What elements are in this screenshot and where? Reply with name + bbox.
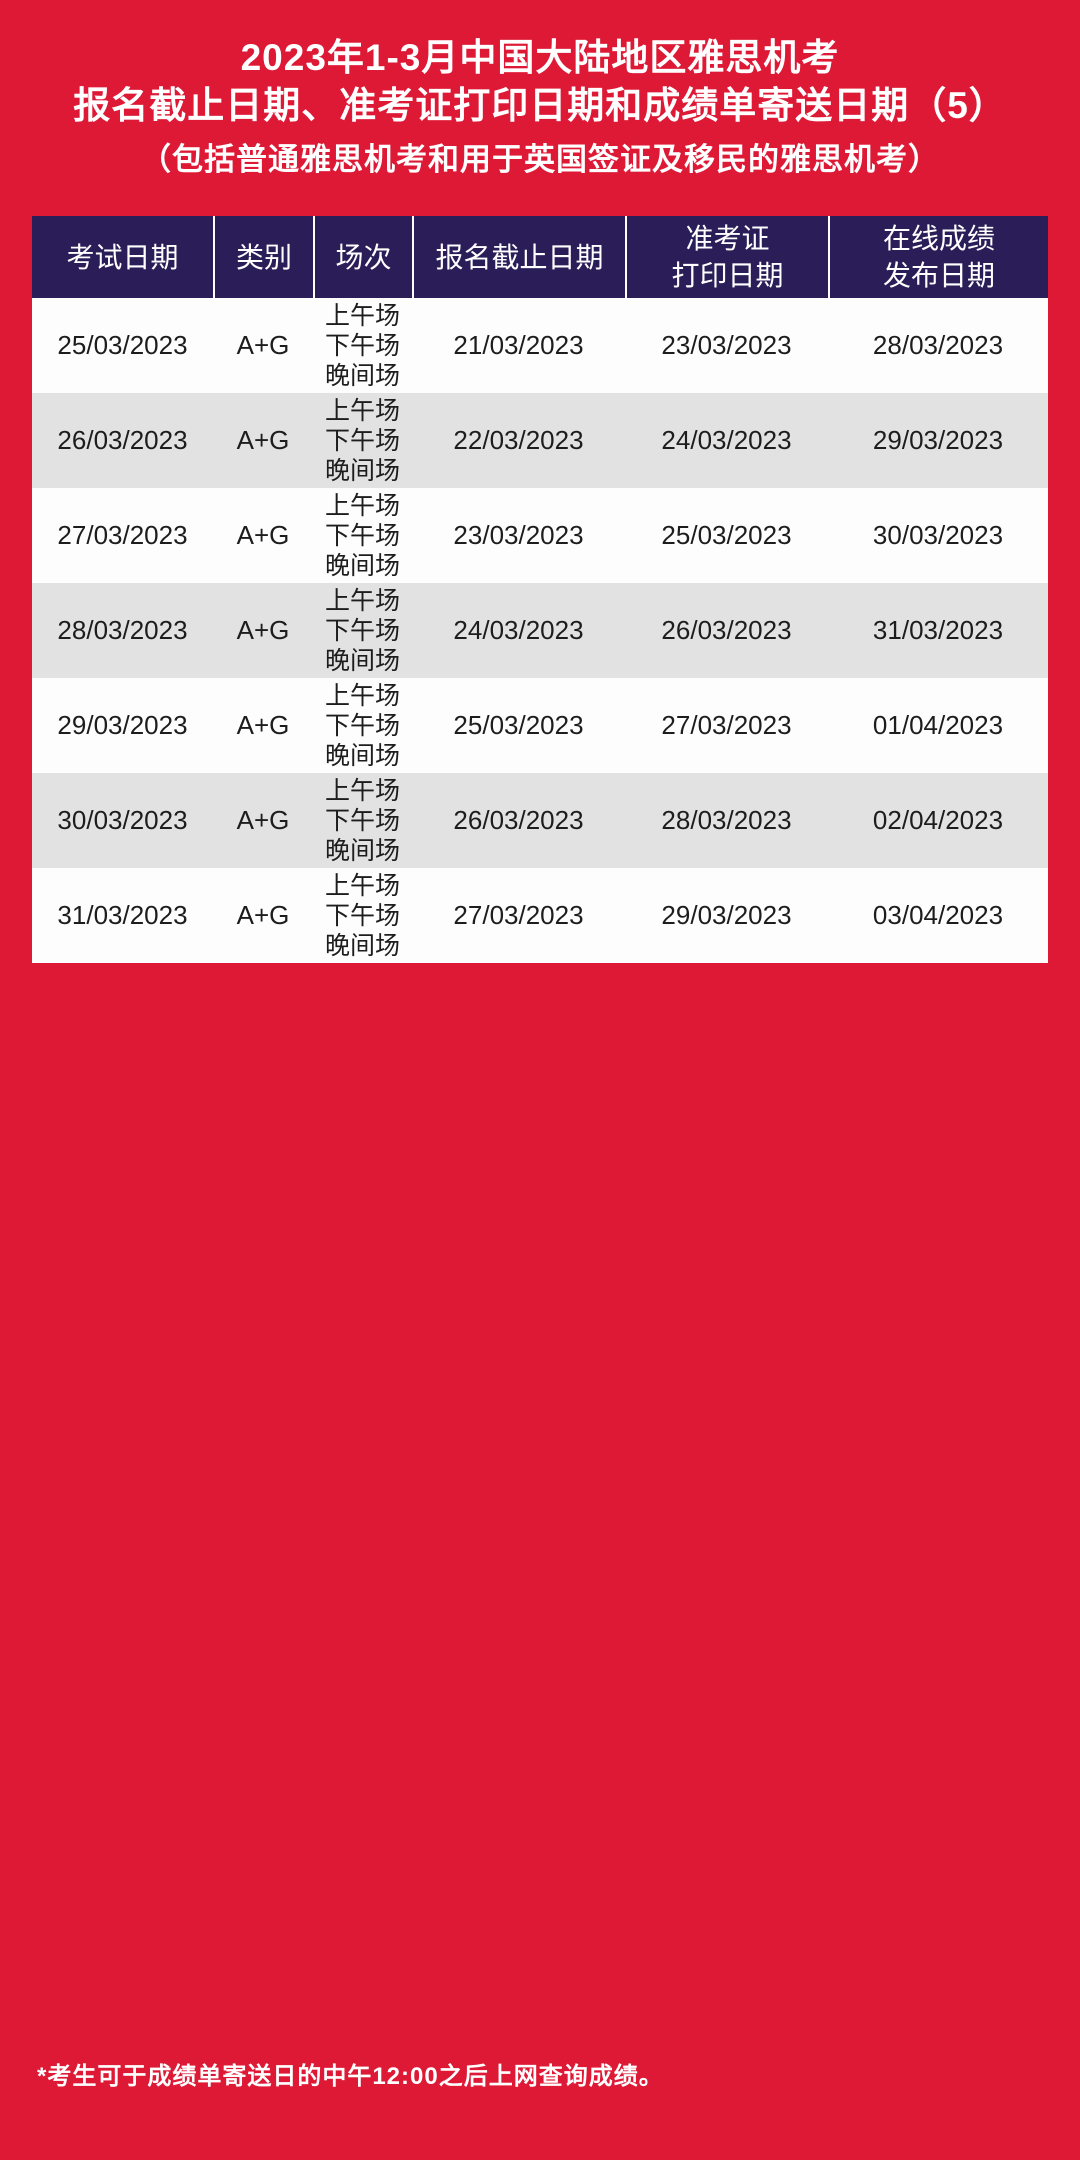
title-line3: （包括普通雅思机考和用于英国签证及移民的雅思机考） xyxy=(140,142,940,177)
cell-category: A+G xyxy=(236,520,290,550)
cell-registration-deadline: 23/03/2023 xyxy=(453,520,584,550)
column-header-print-date: 准考证 打印日期 xyxy=(625,216,828,298)
cell-score-date: 03/04/2023 xyxy=(872,900,1004,930)
cell-print-date: 29/03/2023 xyxy=(661,900,792,930)
cell-exam-date: 31/03/2023 xyxy=(57,900,188,930)
cell-sessions: 上午场 下午场 晚间场 xyxy=(324,396,400,485)
cell-category: A+G xyxy=(236,710,290,740)
table-row: 30/03/2023 A+G 上午场 下午场 晚间场 26/03/2023 28… xyxy=(32,773,1048,868)
cell-registration-deadline: 25/03/2023 xyxy=(453,710,584,740)
column-header-registration-deadline: 报名截止日期 xyxy=(412,216,625,298)
cell-exam-date: 30/03/2023 xyxy=(57,805,188,835)
cell-score-date: 31/03/2023 xyxy=(872,615,1004,645)
cell-exam-date: 27/03/2023 xyxy=(57,520,188,550)
table-row: 28/03/2023 A+G 上午场 下午场 晚间场 24/03/2023 26… xyxy=(32,583,1048,678)
schedule-table: 考试日期 类别 场次 报名截止日期 准考证 打印日期 在线成绩 发布日期 25/… xyxy=(32,216,1048,963)
cell-print-date: 25/03/2023 xyxy=(661,520,792,550)
cell-registration-deadline: 24/03/2023 xyxy=(453,615,584,645)
cell-registration-deadline: 27/03/2023 xyxy=(453,900,584,930)
cell-score-date: 01/04/2023 xyxy=(872,710,1004,740)
cell-print-date: 26/03/2023 xyxy=(661,615,792,645)
table-row: 26/03/2023 A+G 上午场 下午场 晚间场 22/03/2023 24… xyxy=(32,393,1048,488)
cell-registration-deadline: 26/03/2023 xyxy=(453,805,584,835)
cell-sessions: 上午场 下午场 晚间场 xyxy=(324,586,400,675)
cell-print-date: 24/03/2023 xyxy=(661,425,792,455)
cell-score-date: 29/03/2023 xyxy=(872,425,1004,455)
table-header-row: 考试日期 类别 场次 报名截止日期 准考证 打印日期 在线成绩 发布日期 xyxy=(32,216,1048,298)
cell-exam-date: 26/03/2023 xyxy=(57,425,188,455)
cell-category: A+G xyxy=(236,425,290,455)
cell-print-date: 27/03/2023 xyxy=(661,710,792,740)
cell-score-date: 28/03/2023 xyxy=(872,330,1004,360)
column-header-category: 类别 xyxy=(213,216,313,298)
cell-registration-deadline: 21/03/2023 xyxy=(453,330,584,360)
footnote: *考生可于成绩单寄送日的中午12:00之后上网查询成绩。 xyxy=(37,2063,664,2090)
table-row: 27/03/2023 A+G 上午场 下午场 晚间场 23/03/2023 25… xyxy=(32,488,1048,583)
cell-exam-date: 29/03/2023 xyxy=(57,710,188,740)
cell-sessions: 上午场 下午场 晚间场 xyxy=(324,871,400,960)
cell-sessions: 上午场 下午场 晚间场 xyxy=(324,681,400,770)
cell-sessions: 上午场 下午场 晚间场 xyxy=(324,301,400,390)
cell-exam-date: 28/03/2023 xyxy=(57,615,188,645)
cell-exam-date: 25/03/2023 xyxy=(57,330,188,360)
cell-score-date: 30/03/2023 xyxy=(872,520,1004,550)
cell-print-date: 28/03/2023 xyxy=(661,805,792,835)
poster-header: 2023年1-3月中国大陆地区雅思机考 报名截止日期、准考证打印日期和成绩单寄送… xyxy=(0,34,1080,182)
cell-category: A+G xyxy=(236,615,290,645)
title-line1: 2023年1-3月中国大陆地区雅思机考 xyxy=(240,37,840,78)
column-header-session: 场次 xyxy=(313,216,412,298)
column-header-score-date: 在线成绩 发布日期 xyxy=(828,216,1048,298)
cell-category: A+G xyxy=(236,805,290,835)
cell-registration-deadline: 22/03/2023 xyxy=(453,425,584,455)
table-row: 29/03/2023 A+G 上午场 下午场 晚间场 25/03/2023 27… xyxy=(32,678,1048,773)
cell-score-date: 02/04/2023 xyxy=(872,805,1004,835)
title-line2: 报名截止日期、准考证打印日期和成绩单寄送日期（5） xyxy=(73,85,1007,126)
cell-sessions: 上午场 下午场 晚间场 xyxy=(324,776,400,865)
column-header-exam-date: 考试日期 xyxy=(66,241,179,273)
cell-category: A+G xyxy=(236,330,290,360)
table-row: 25/03/2023 A+G 上午场 下午场 晚间场 21/03/2023 23… xyxy=(32,298,1048,393)
cell-category: A+G xyxy=(236,900,290,930)
table-row: 31/03/2023 A+G 上午场 下午场 晚间场 27/03/2023 29… xyxy=(32,868,1048,963)
cell-sessions: 上午场 下午场 晚间场 xyxy=(324,491,400,580)
cell-print-date: 23/03/2023 xyxy=(661,330,792,360)
